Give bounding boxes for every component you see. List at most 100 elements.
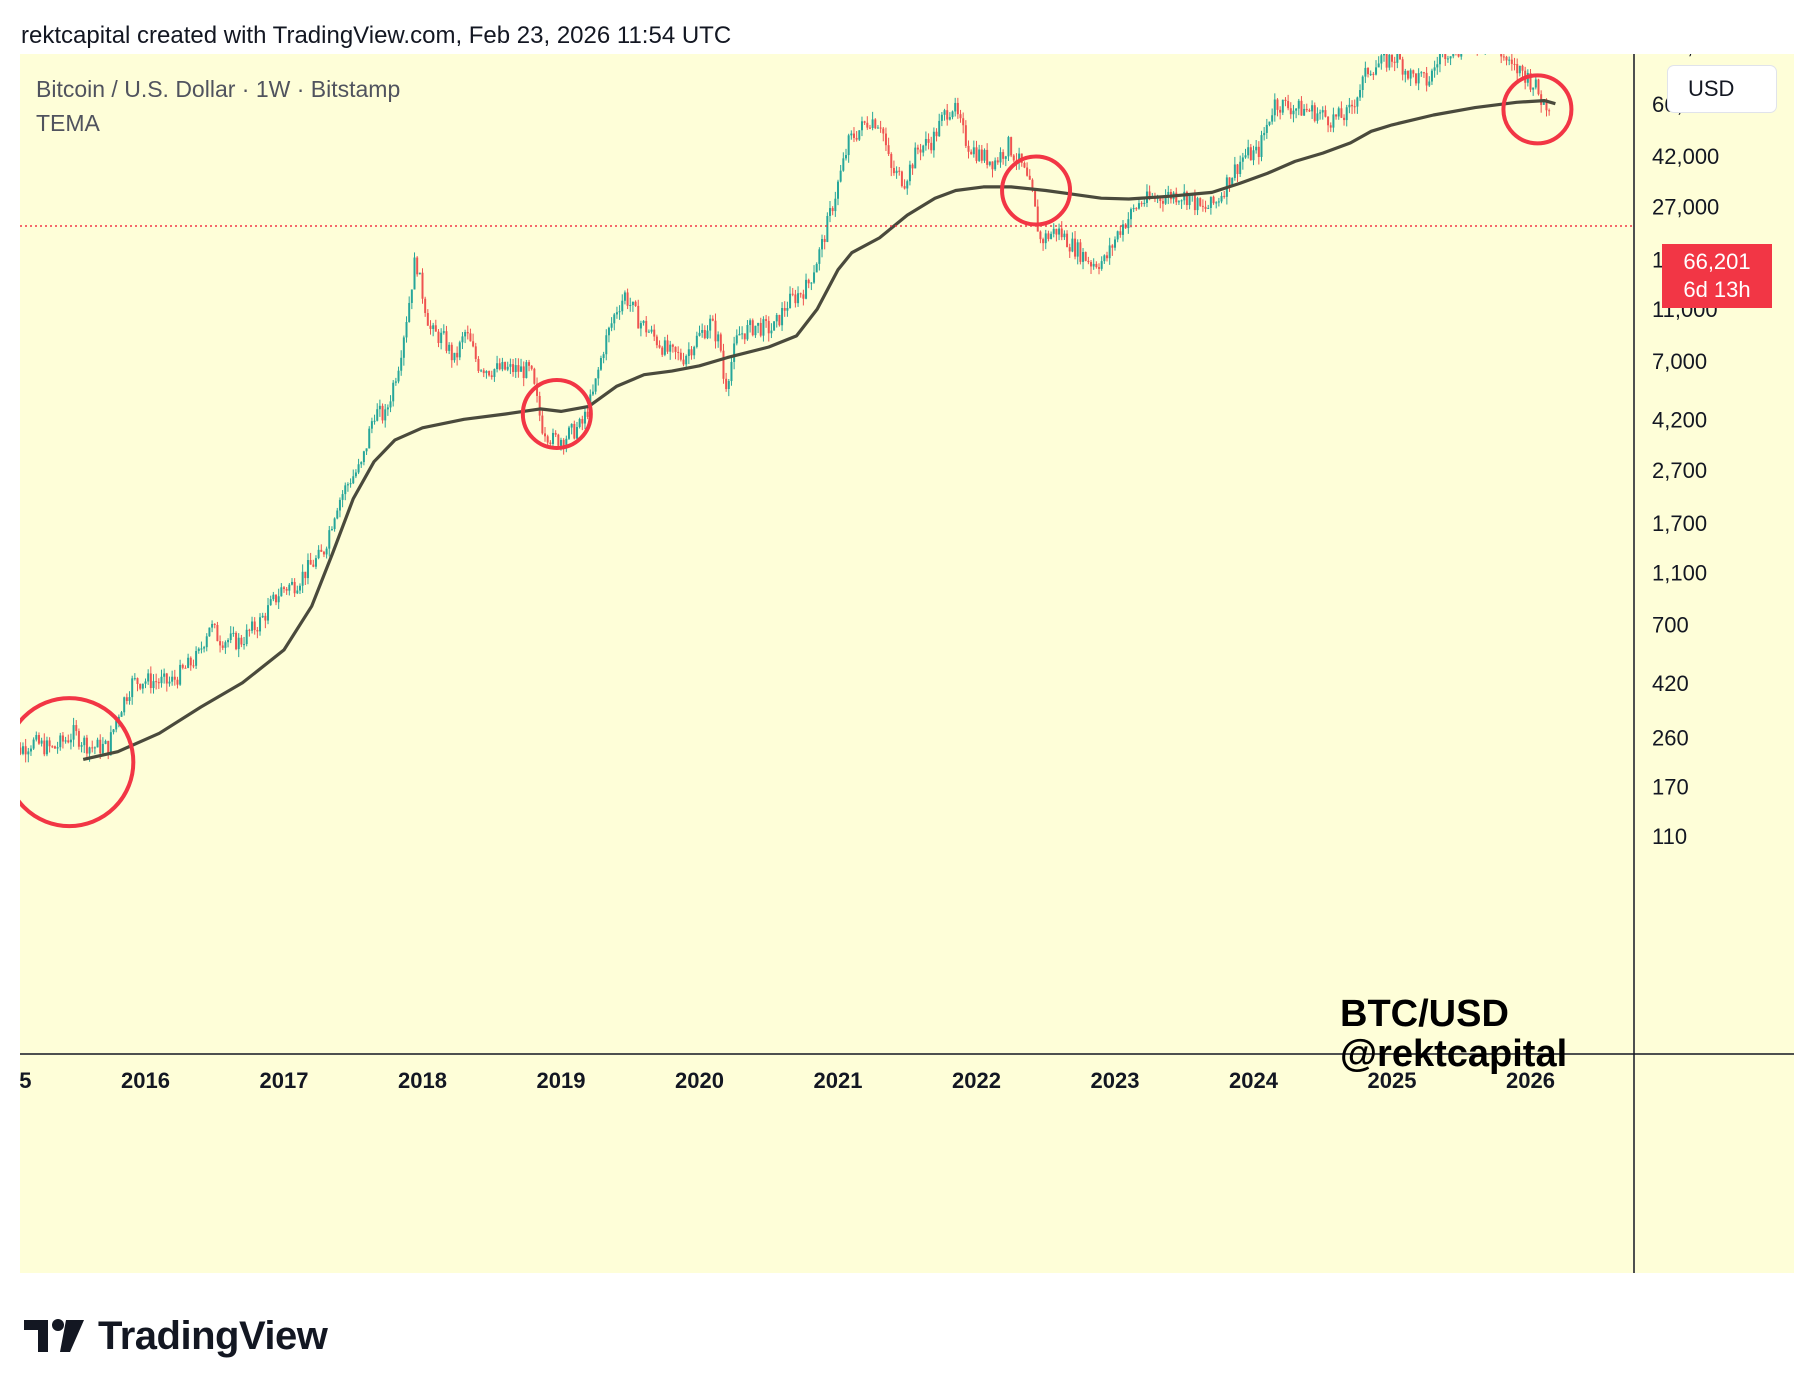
candle — [607, 326, 610, 343]
candle-body — [333, 518, 336, 530]
candle-body — [727, 381, 730, 390]
candle-body — [1532, 87, 1535, 90]
candle-body — [378, 405, 381, 410]
candle-body — [1002, 152, 1005, 159]
candle — [445, 325, 448, 354]
candle-body — [536, 383, 539, 396]
candle-body — [1401, 59, 1404, 75]
candle — [890, 152, 893, 177]
candle-body — [1380, 55, 1383, 64]
candle — [711, 315, 714, 322]
symbol-legend[interactable]: Bitcoin / U.S. Dollar · 1W · Bitstamp — [36, 76, 401, 102]
candle-body — [1236, 164, 1239, 175]
candle-body — [1127, 219, 1130, 229]
candle — [1284, 97, 1287, 107]
candle — [1502, 54, 1505, 61]
chart-area[interactable]: 180,000110,00066,00042,00027,00017,00011… — [20, 54, 1794, 1273]
candle — [51, 745, 54, 749]
candle — [842, 152, 845, 172]
candle — [557, 433, 560, 448]
candle — [1039, 230, 1042, 244]
candle-body — [970, 151, 973, 155]
candle — [1297, 98, 1300, 116]
candle-body — [805, 279, 808, 299]
candle-body — [173, 676, 176, 680]
chart-canvas[interactable]: 180,000110,00066,00042,00027,00017,00011… — [20, 54, 1794, 1273]
currency-button[interactable]: USD — [1668, 66, 1776, 112]
candle-body — [959, 114, 962, 119]
candle-body — [179, 664, 182, 685]
candle — [227, 638, 230, 648]
candle-body — [429, 325, 432, 329]
candle — [647, 329, 650, 333]
candle-body — [1249, 147, 1252, 161]
candle — [722, 343, 725, 384]
candle — [887, 137, 890, 156]
candle — [306, 553, 309, 585]
candle-body — [453, 352, 456, 361]
tradingview-wordmark: TradingView — [98, 1313, 328, 1358]
candle — [304, 571, 307, 586]
candle — [426, 309, 429, 326]
candle — [354, 469, 357, 479]
candle-body — [637, 305, 640, 329]
candle-body — [24, 746, 27, 755]
candle — [240, 634, 243, 648]
candle — [496, 355, 499, 373]
candle — [48, 737, 51, 753]
candle-body — [504, 362, 507, 370]
candle-body — [426, 312, 429, 326]
candle-body — [951, 111, 954, 118]
candle-body — [831, 208, 834, 212]
candle — [1428, 76, 1431, 88]
candle — [410, 289, 413, 310]
candle — [147, 669, 150, 685]
candle-body — [322, 551, 325, 555]
candle — [900, 170, 903, 188]
candle-body — [219, 641, 222, 646]
candle — [658, 340, 661, 349]
candle-body — [216, 624, 219, 642]
candle-body — [402, 337, 405, 358]
candle — [661, 345, 664, 357]
candle-body — [1207, 207, 1210, 209]
tradingview-brand[interactable]: TradingView — [22, 1312, 328, 1360]
candle-body — [655, 336, 658, 346]
candle — [573, 420, 576, 440]
candle — [1127, 212, 1130, 234]
candle — [986, 143, 989, 169]
candle-body — [746, 325, 749, 340]
candle — [109, 725, 112, 756]
candle-body — [687, 349, 690, 356]
candle-body — [21, 746, 24, 754]
candle — [719, 332, 722, 353]
candle — [605, 329, 608, 361]
candle-body — [839, 170, 842, 182]
candle — [333, 517, 336, 532]
candle — [1207, 204, 1210, 210]
indicator-legend[interactable]: TEMA — [36, 110, 100, 136]
candle-body — [1204, 206, 1207, 209]
candle-body — [1324, 110, 1327, 117]
candle-body — [583, 411, 586, 424]
candle-body — [570, 423, 573, 428]
candle-body — [267, 605, 270, 621]
candle — [309, 552, 312, 565]
candle-body — [1361, 76, 1364, 91]
price-axis-label: 700 — [1652, 612, 1689, 637]
candle — [317, 545, 320, 560]
candle — [1135, 207, 1138, 211]
candle — [964, 120, 967, 148]
candle — [314, 555, 317, 570]
candle-body — [109, 732, 112, 755]
candle-body — [168, 681, 171, 684]
candle — [373, 414, 376, 425]
candle — [948, 112, 951, 121]
candle — [1100, 256, 1103, 271]
candle-body — [1092, 263, 1095, 267]
candle-body — [280, 587, 283, 597]
candle-body — [1343, 117, 1346, 121]
candle-body — [1241, 157, 1244, 162]
candle — [522, 361, 525, 387]
candle — [1244, 148, 1247, 159]
